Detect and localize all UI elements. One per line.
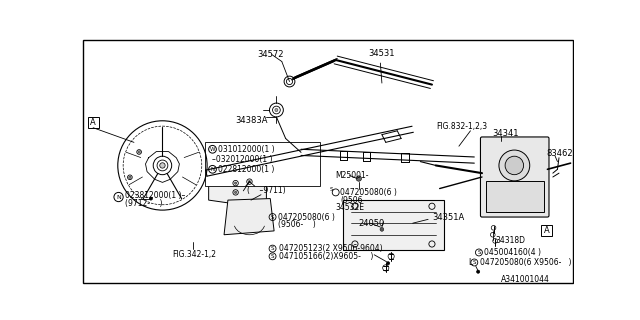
Text: (9506‑: (9506‑ xyxy=(340,196,365,204)
Circle shape xyxy=(477,270,480,273)
Text: FIG.832-1,2,3: FIG.832-1,2,3 xyxy=(436,123,487,132)
Text: 34532E: 34532E xyxy=(336,203,365,212)
Bar xyxy=(88,117,99,128)
Circle shape xyxy=(160,163,165,168)
Bar xyxy=(344,200,444,250)
Text: S: S xyxy=(330,187,333,192)
Text: 34531: 34531 xyxy=(368,49,394,58)
FancyBboxPatch shape xyxy=(205,141,320,186)
Text: 83462: 83462 xyxy=(546,149,573,158)
Circle shape xyxy=(129,176,131,179)
Text: 24050: 24050 xyxy=(359,219,385,228)
Text: 031012000(1 ): 031012000(1 ) xyxy=(218,145,275,154)
Text: 047205080(6 X9506‑   ): 047205080(6 X9506‑ ) xyxy=(480,258,571,267)
Circle shape xyxy=(387,262,390,265)
Text: N: N xyxy=(116,195,121,200)
Text: 047205080(6 ): 047205080(6 ) xyxy=(340,188,397,197)
Text: FIG.342-1,2: FIG.342-1,2 xyxy=(172,250,216,259)
Text: S: S xyxy=(477,250,481,255)
Text: 34341: 34341 xyxy=(492,129,518,138)
Text: S: S xyxy=(271,214,275,220)
Polygon shape xyxy=(209,169,266,204)
Text: 34572: 34572 xyxy=(257,50,284,59)
Text: 047205123(2 X9506-9604): 047205123(2 X9506-9604) xyxy=(279,244,382,253)
Text: L: L xyxy=(468,258,472,267)
Circle shape xyxy=(499,150,530,181)
Circle shape xyxy=(234,182,237,184)
Polygon shape xyxy=(224,198,274,235)
Text: 047105166(2)X9605‑    ): 047105166(2)X9605‑ ) xyxy=(279,252,373,261)
Bar xyxy=(541,225,552,236)
Text: N: N xyxy=(211,167,214,172)
Text: 34383A: 34383A xyxy=(236,116,268,125)
Text: (9506‑    ): (9506‑ ) xyxy=(278,220,316,229)
Circle shape xyxy=(275,108,278,112)
Text: A: A xyxy=(90,118,96,127)
Circle shape xyxy=(138,151,140,153)
Text: A341001044: A341001044 xyxy=(501,275,550,284)
Text: (    –9711): ( –9711) xyxy=(247,186,286,195)
Text: W: W xyxy=(210,147,215,152)
Circle shape xyxy=(380,228,384,231)
Circle shape xyxy=(248,180,251,183)
Text: M25001‑: M25001‑ xyxy=(336,171,369,180)
Text: 022812000(1 ): 022812000(1 ) xyxy=(218,165,275,174)
Text: 023812000(1 )–: 023812000(1 )– xyxy=(125,191,185,200)
Circle shape xyxy=(505,156,524,175)
Text: (9712‑    ): (9712‑ ) xyxy=(125,199,162,208)
Text: 047205080(6 ): 047205080(6 ) xyxy=(278,212,335,221)
Text: –032012000(1 ): –032012000(1 ) xyxy=(212,155,273,164)
Text: 34318D: 34318D xyxy=(496,236,526,245)
Text: 045004160(4 ): 045004160(4 ) xyxy=(484,248,541,257)
Text: S: S xyxy=(472,260,476,265)
Circle shape xyxy=(356,176,362,181)
Circle shape xyxy=(234,191,237,194)
Bar xyxy=(486,181,543,212)
Text: S: S xyxy=(271,246,275,251)
Text: A: A xyxy=(544,226,550,235)
Text: S: S xyxy=(271,254,275,259)
Text: 34351A: 34351A xyxy=(432,213,464,222)
Circle shape xyxy=(149,197,152,200)
FancyBboxPatch shape xyxy=(481,137,549,217)
